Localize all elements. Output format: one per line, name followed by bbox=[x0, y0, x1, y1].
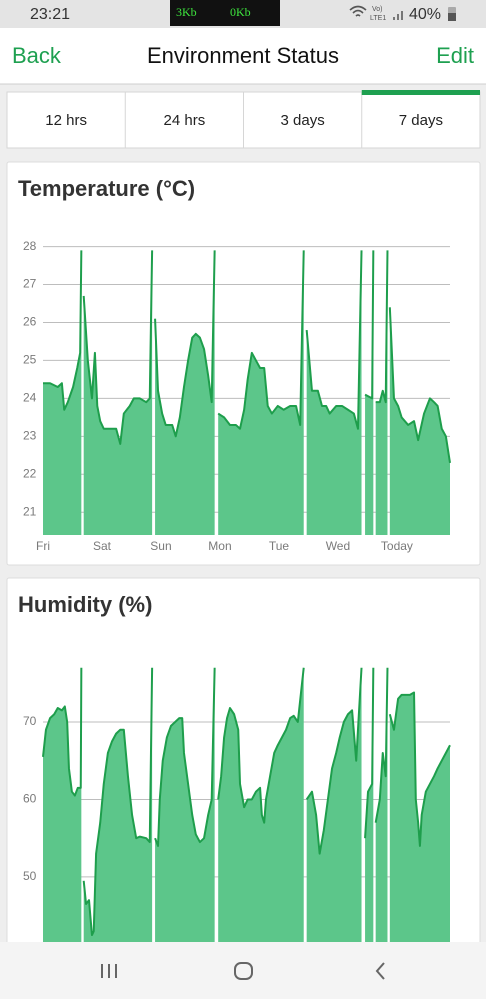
y-tick-label: 60 bbox=[23, 792, 37, 806]
y-tick-label: 26 bbox=[23, 315, 37, 329]
screen-title: Environment Status bbox=[147, 43, 339, 68]
x-tick-label: Fri bbox=[36, 539, 50, 553]
home-button[interactable] bbox=[234, 962, 253, 980]
card-title: Humidity (%) bbox=[18, 592, 152, 617]
edit-button[interactable]: Edit bbox=[436, 43, 474, 68]
tab[interactable]: 3 days bbox=[281, 112, 325, 129]
x-tick-label: Sun bbox=[150, 539, 171, 553]
x-tick-label: Tue bbox=[269, 539, 290, 553]
x-tick-label: Today bbox=[381, 539, 413, 553]
tab[interactable]: 7 days bbox=[399, 112, 443, 129]
download-rate: 0Kb bbox=[230, 5, 251, 19]
back-button[interactable]: Back bbox=[12, 43, 62, 68]
network-label: LTE1 bbox=[370, 15, 386, 22]
upload-rate: 3Kb bbox=[176, 5, 197, 19]
x-tick-label: Mon bbox=[208, 539, 231, 553]
line bbox=[43, 250, 451, 464]
line bbox=[42, 667, 451, 937]
recents-button[interactable] bbox=[101, 964, 117, 978]
tab-group: 12 hrs 24 hrs 3 days 7 days bbox=[45, 90, 480, 148]
tab[interactable]: 24 hrs bbox=[164, 112, 206, 129]
y-tick-label: 28 bbox=[23, 239, 37, 253]
clock: 23:21 bbox=[30, 6, 70, 23]
x-tick-label: Sat bbox=[93, 539, 112, 553]
y-tick-label: 27 bbox=[23, 277, 37, 291]
nav-bar bbox=[0, 28, 486, 84]
tab[interactable]: 12 hrs bbox=[45, 112, 87, 129]
y-tick-label: 24 bbox=[23, 391, 37, 405]
net-meter bbox=[170, 0, 280, 26]
y-tick-label: 23 bbox=[23, 429, 37, 443]
y-tick-label: 70 bbox=[23, 714, 37, 728]
area bbox=[43, 667, 450, 942]
system-nav bbox=[0, 942, 486, 999]
x-tick-label: Wed bbox=[326, 539, 350, 553]
tab-indicator bbox=[361, 90, 480, 95]
signal-icon bbox=[393, 11, 403, 20]
y-tick-label: 50 bbox=[23, 869, 37, 883]
y-tick-label: 21 bbox=[23, 504, 37, 518]
card-title: Temperature (°C) bbox=[18, 176, 195, 201]
back-nav-button[interactable] bbox=[375, 962, 385, 980]
y-tick-label: 22 bbox=[23, 466, 37, 480]
volte-label: Vo) bbox=[372, 6, 383, 13]
charts: 21 22 23 24 25 26 27 28 Fri Sat Sun Mon Tue Wed Today 5… bbox=[23, 239, 451, 942]
wifi-icon bbox=[349, 5, 367, 17]
battery-fill bbox=[448, 13, 456, 21]
battery-level: 40% bbox=[409, 6, 441, 23]
y-tick-label: 25 bbox=[23, 353, 37, 367]
